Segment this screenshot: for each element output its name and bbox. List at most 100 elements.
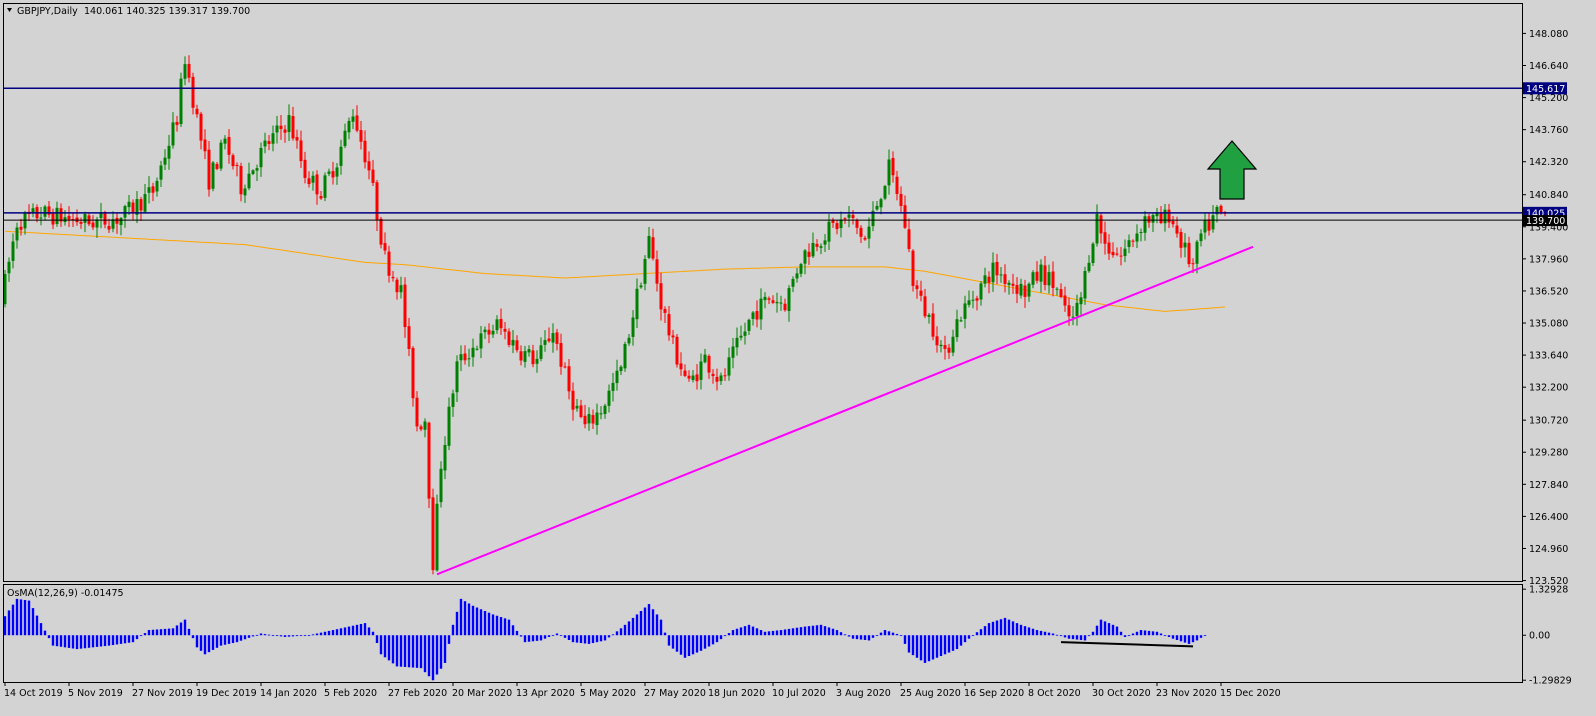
time-tick-label: 19 Dec 2019 [196, 688, 257, 699]
bull-candle [1095, 213, 1099, 244]
bull-candle [795, 273, 799, 279]
osma-bar [255, 634, 259, 636]
bull-candle [1123, 248, 1127, 257]
osma-bar [1119, 631, 1123, 636]
osma-bar [11, 604, 15, 636]
osma-bar [903, 635, 907, 644]
osma-bar [639, 610, 643, 636]
osma-bar [231, 635, 235, 644]
osma-bar [575, 635, 579, 643]
bull-candle [635, 288, 639, 320]
bull-candle [1127, 240, 1131, 248]
bull-candle [1143, 216, 1147, 233]
osma-bar [999, 619, 1003, 636]
osma-bar [443, 635, 447, 663]
osma-bar [779, 630, 783, 636]
bear-candle [667, 314, 671, 336]
bear-candle [863, 237, 867, 240]
osma-bar [795, 627, 799, 636]
bull-candle [1135, 233, 1139, 242]
bear-candle [767, 298, 771, 300]
bear-candle [19, 226, 23, 230]
osma-bar [935, 635, 939, 658]
bull-candle [611, 382, 615, 391]
osma-bar [1019, 624, 1023, 636]
bull-candle [1075, 302, 1079, 316]
bear-candle [415, 397, 419, 427]
bear-candle [919, 290, 923, 296]
osma-bar [79, 635, 83, 649]
bull-candle [879, 199, 883, 208]
osma-bar [1115, 626, 1119, 636]
osma-bar [939, 635, 943, 657]
time-tick-label: 18 Jun 2020 [708, 688, 765, 699]
osma-bar [567, 635, 571, 640]
bull-candle [311, 175, 315, 183]
osma-bar [463, 601, 467, 636]
bull-candle [511, 339, 515, 346]
time-tick-label: 5 Nov 2019 [68, 688, 123, 699]
bull-candle [31, 208, 35, 213]
osma-bar [615, 631, 619, 636]
bear-candle [671, 335, 675, 338]
bear-candle [855, 219, 859, 228]
header-dropdown-icon[interactable] [7, 8, 12, 12]
bear-candle [931, 313, 935, 337]
price-axis: 148.080 146.640 145.200 143.760 142.320 140.8… [1522, 29, 1568, 587]
osma-bar [803, 626, 807, 636]
bear-candle [903, 205, 907, 228]
bull-candle [11, 241, 15, 261]
osma-bar [1167, 635, 1171, 637]
bear-candle [1207, 219, 1211, 231]
osma-bar [239, 635, 243, 641]
osma-tick-label: -1.29829 [1529, 676, 1572, 687]
bull-candle [615, 370, 619, 384]
bear-candle [139, 199, 143, 211]
bull-candle [703, 354, 707, 363]
osma-bar [303, 635, 307, 637]
price-tick-label: 123.520 [1529, 576, 1568, 587]
main-price-panel[interactable] [3, 55, 1523, 576]
bear-candle [715, 376, 719, 382]
osma-bar [411, 635, 415, 668]
bull-candle [15, 227, 19, 241]
osma-bar [467, 603, 471, 636]
bull-candle [95, 219, 99, 228]
bear-candle [1115, 253, 1119, 255]
bear-candle [563, 366, 567, 368]
bull-candle [155, 180, 159, 192]
osma-bar [987, 623, 991, 636]
bear-candle [79, 221, 83, 224]
osma-bar [771, 630, 775, 636]
osma-bar [163, 628, 167, 636]
bull-candle [991, 262, 995, 283]
bull-candle [223, 138, 227, 144]
osma-bar [899, 635, 903, 637]
osma-bar [831, 628, 835, 636]
bull-candle [883, 185, 887, 199]
bull-candle [183, 64, 187, 79]
bull-candle [251, 170, 255, 174]
osma-bar [279, 635, 283, 637]
osma-bar [635, 614, 639, 636]
bull-candle [7, 261, 11, 274]
bear-candle [579, 405, 583, 418]
osma-bar [767, 631, 771, 636]
bull-candle [271, 133, 275, 144]
osma-bar [1139, 630, 1143, 636]
bull-candle [811, 243, 815, 257]
osma-histogram[interactable] [3, 598, 1207, 681]
price-tick-label: 127.840 [1529, 480, 1568, 491]
osma-bar [3, 616, 7, 636]
bull-candle [471, 347, 475, 358]
osma-bar [955, 635, 959, 650]
osma-bar [1031, 628, 1035, 636]
bull-candle [99, 212, 103, 219]
bear-candle [1003, 274, 1007, 284]
osma-bar [1155, 631, 1159, 636]
bear-candle [187, 63, 191, 78]
bull-candle [751, 312, 755, 319]
bull-candle [399, 285, 403, 293]
bull-candle [551, 333, 555, 343]
